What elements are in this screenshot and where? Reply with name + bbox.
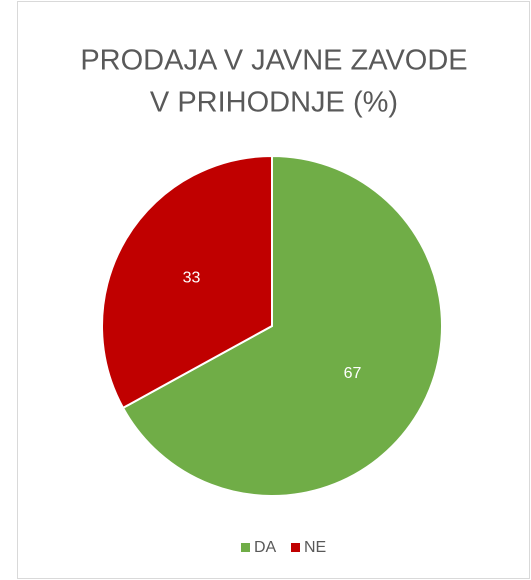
chart-title: V PRIHODNJE (%): [150, 87, 398, 119]
legend-label: DA: [254, 539, 277, 556]
pie-slice: [101, 154, 273, 410]
pie-slice: [121, 154, 443, 497]
data-label: 67: [344, 365, 362, 382]
legend-swatch: [241, 543, 250, 552]
legend-swatch: [291, 543, 300, 552]
data-label: 33: [183, 270, 201, 287]
legend-label: NE: [304, 539, 326, 556]
chart-title: PRODAJA V JAVNE ZAVODE: [80, 45, 467, 77]
